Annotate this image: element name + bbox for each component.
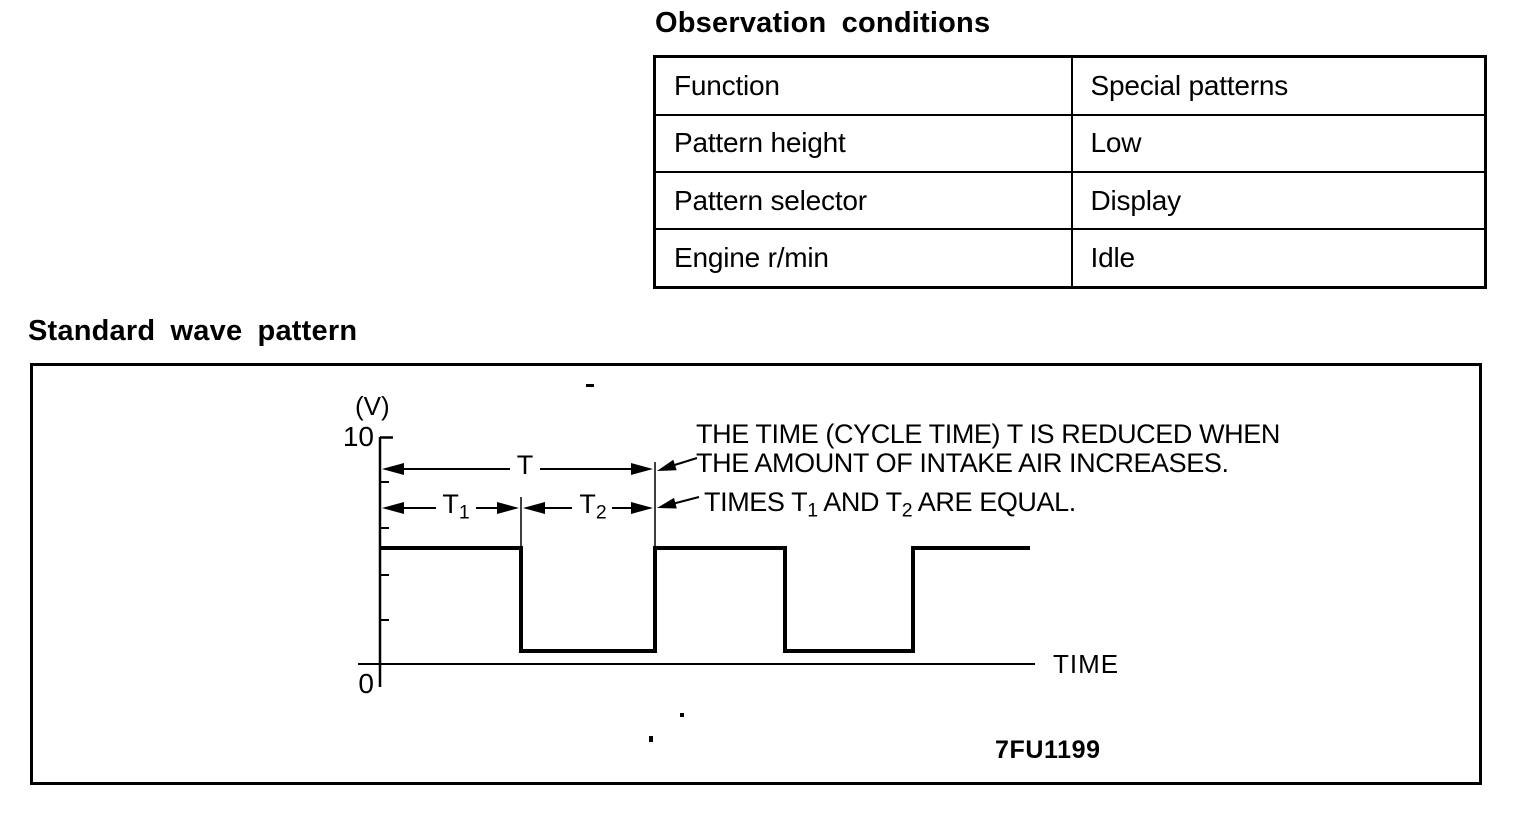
figure-code: 7FU1199: [995, 736, 1101, 764]
y-axis-zero-label: 0: [358, 668, 374, 699]
waveform-diagram: [358, 436, 1035, 687]
wave-pattern-figure-box: (V) 10 0 TIME T T1 T2 THE TIME (CYCLE TI…: [30, 363, 1482, 785]
arrowhead-right-icon: [631, 502, 653, 514]
arrowhead-right-icon: [631, 463, 653, 475]
row-label: Engine r/min: [653, 228, 1073, 289]
annotation-pointer-equal: [657, 496, 700, 509]
t-marker-label: T: [516, 450, 534, 480]
table-row: Pattern selector Display: [653, 170, 1487, 231]
table-row: Pattern height Low: [653, 113, 1487, 173]
y-axis-max-label: 10: [342, 421, 374, 452]
annotation-times-equal: TIMES T1 AND T2 ARE EQUAL.: [704, 487, 1076, 522]
observation-conditions-title: Observation conditions: [655, 7, 991, 39]
row-label: Pattern selector: [653, 170, 1073, 231]
t-dimension-arrow: [382, 463, 653, 475]
axes: [358, 436, 1035, 687]
row-label: Function: [653, 55, 1073, 116]
arrowhead-right-icon: [497, 502, 519, 514]
t2-dimension-arrow: [523, 502, 653, 514]
edge-extension-lines: [520, 462, 656, 550]
row-value: Idle: [1070, 228, 1487, 289]
scan-speck: [680, 713, 684, 717]
t1-dimension-arrow: [382, 502, 519, 514]
scan-speck: [586, 384, 594, 387]
t2-marker-label: T2: [579, 489, 607, 524]
row-value: Special patterns: [1070, 55, 1487, 116]
annotation-cycle-time: THE TIME (CYCLE TIME) T IS REDUCED WHEN …: [696, 420, 1280, 478]
table-row: Engine r/min Idle: [653, 228, 1487, 289]
standard-wave-pattern-title: Standard wave pattern: [28, 315, 358, 347]
square-wave-trace: [380, 546, 1030, 653]
arrowhead-icon: [657, 497, 677, 509]
arrowhead-icon: [657, 459, 677, 471]
row-value: Low: [1070, 113, 1487, 173]
arrowhead-left-icon: [523, 502, 545, 514]
arrowhead-left-icon: [382, 502, 404, 514]
arrowhead-left-icon: [382, 463, 404, 475]
row-value: Display: [1070, 170, 1487, 231]
x-axis-time-label: TIME: [1053, 649, 1120, 679]
y-axis-unit-label: (V): [355, 391, 390, 421]
annotation-line: THE AMOUNT OF INTAKE AIR INCREASES.: [696, 448, 1229, 478]
row-label: Pattern height: [653, 113, 1073, 173]
annotation-pointer-cycle: [657, 457, 698, 471]
annotation-line: THE TIME (CYCLE TIME) T IS REDUCED WHEN: [696, 419, 1280, 449]
observation-conditions-table: Function Special patterns Pattern height…: [653, 55, 1487, 289]
t1-marker-label: T1: [442, 489, 470, 524]
table-row: Function Special patterns: [653, 55, 1487, 116]
scan-speck: [649, 736, 653, 742]
